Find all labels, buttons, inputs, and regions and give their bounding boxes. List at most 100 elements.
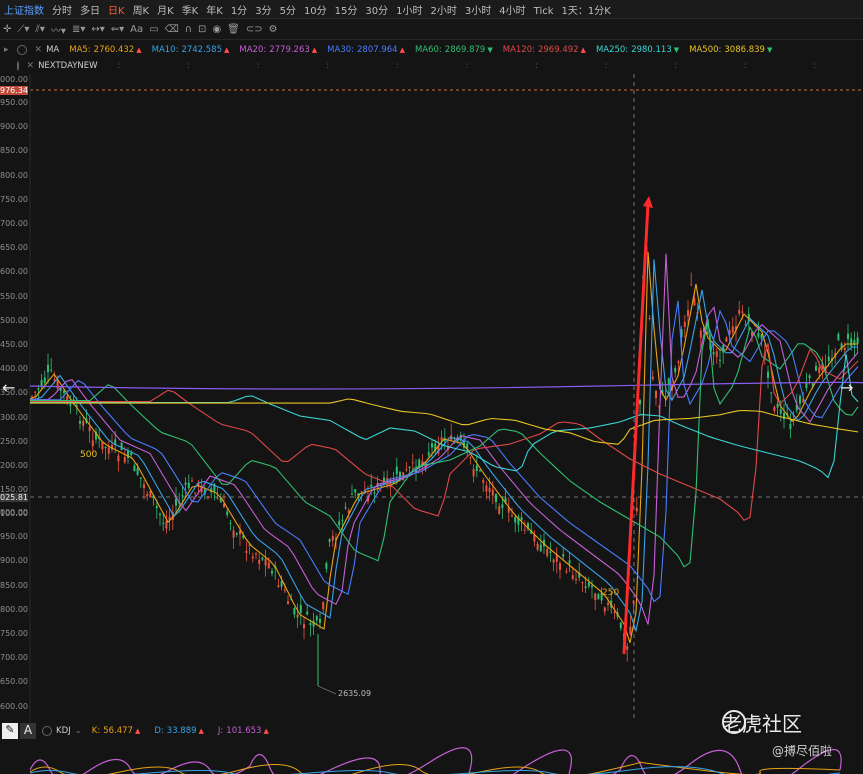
line-tool-icon[interactable]: ⟋▾	[17, 23, 30, 35]
period-tab[interactable]: 多日	[80, 5, 100, 17]
fib-tool-icon[interactable]: ≣▾	[71, 23, 86, 35]
candle-body	[693, 298, 696, 306]
candle-body	[594, 593, 597, 601]
candle-body	[207, 496, 209, 498]
candle-body	[459, 434, 462, 441]
candle-body	[194, 492, 197, 494]
candle-body	[498, 506, 501, 515]
period-tab[interactable]: Tick	[533, 5, 554, 17]
period-tab[interactable]: 15分	[334, 5, 358, 17]
nextday-label[interactable]: NEXTDAYNEW	[38, 60, 98, 71]
candle-body	[421, 461, 424, 466]
candle-body	[229, 522, 232, 524]
pencil-icon[interactable]: ✎	[2, 723, 18, 739]
measure-tool-icon[interactable]: ↔▾	[91, 23, 105, 35]
ma-label[interactable]: MA	[46, 44, 60, 55]
collapse-icon[interactable]: ▸	[4, 44, 9, 55]
candle-body	[50, 369, 53, 371]
candle-body	[405, 469, 408, 471]
period-tab[interactable]: 年K	[206, 5, 223, 17]
crosshair-icon[interactable]: ✛	[3, 23, 12, 35]
gear-icon[interactable]	[16, 60, 19, 71]
text-tool-icon[interactable]: Aa	[130, 23, 144, 35]
candle-body	[408, 467, 411, 469]
candle-body	[757, 332, 760, 337]
period-tab[interactable]: 4小时	[499, 5, 526, 17]
candle-body	[56, 380, 59, 389]
comment-tool-icon[interactable]: ▭	[149, 23, 159, 35]
nextday-indicator-row: ▸ ✕ NEXTDAYNEW : : : : : : : : : : : : :…	[0, 57, 863, 74]
period-tab[interactable]: 5分	[279, 5, 296, 17]
candle-body	[123, 456, 126, 463]
period-tab[interactable]: 1小时	[396, 5, 423, 17]
candle-body	[139, 477, 142, 479]
magnet-icon[interactable]: ∩	[184, 23, 193, 35]
tiger-logo-icon	[722, 710, 746, 734]
arrow-tool-icon[interactable]: ⇐▾	[110, 23, 125, 35]
price-axis-label: 700.00	[0, 219, 28, 228]
candle-body	[357, 493, 360, 497]
period-tab[interactable]: 季K	[181, 5, 199, 17]
kdj-j-value: 101.653	[226, 726, 262, 736]
wave-tool-icon[interactable]: 〰▾	[50, 25, 66, 37]
period-tab[interactable]: 2小时	[430, 5, 457, 17]
candle-body	[34, 391, 37, 393]
trend-arrow-line	[622, 203, 650, 655]
gear-icon[interactable]	[42, 726, 52, 736]
text-a-icon[interactable]: A	[20, 723, 36, 739]
candle-body	[37, 388, 40, 390]
candle-body	[31, 396, 33, 398]
candle-body	[101, 441, 104, 450]
lock-icon[interactable]: ⊡	[198, 23, 207, 35]
candle-body	[239, 530, 241, 535]
arrow-up-icon: ▲	[136, 45, 142, 54]
close-icon[interactable]: ✕	[34, 44, 43, 55]
candle-body	[338, 521, 341, 526]
price-axis-label: 900.00	[0, 122, 28, 132]
delete-icon[interactable]: 🗑	[227, 23, 240, 35]
eraser-icon[interactable]: ⌫	[164, 23, 179, 35]
ma-label-text: MA500:	[689, 44, 722, 55]
period-tab[interactable]: 30分	[365, 5, 389, 17]
ma-indicator-item: MA120: 2969.492 ▲	[503, 45, 586, 55]
period-tab[interactable]: 1分	[230, 5, 248, 17]
chevron-down-icon[interactable]: ⌄	[74, 726, 82, 736]
candle-body	[399, 471, 401, 480]
candle-body	[82, 420, 85, 427]
candle-body	[280, 581, 283, 587]
candle-body	[722, 344, 725, 353]
candle-body	[533, 534, 536, 542]
scroll-right-icon[interactable]: →	[840, 378, 854, 397]
price-axis-label: 950.00	[0, 98, 28, 107]
candle-body	[267, 562, 270, 569]
period-tab[interactable]: 3分	[255, 5, 272, 17]
candle-body	[155, 505, 158, 508]
candle-body	[648, 317, 651, 319]
candle-body	[255, 553, 257, 555]
price-axis-label: 950.00	[0, 532, 28, 542]
price-axis-label: 500.00	[0, 315, 28, 325]
period-tab[interactable]: 10分	[303, 5, 327, 17]
candle-body	[319, 618, 321, 623]
period-tab[interactable]: 月K	[157, 5, 174, 17]
index-name[interactable]: 上证指数	[4, 5, 44, 17]
kdj-name[interactable]: KDJ	[56, 726, 71, 736]
settings-icon[interactable]: ⚙	[268, 23, 278, 35]
period-tab[interactable]: 1天：1分K	[561, 5, 611, 17]
candlestick-chart[interactable]	[0, 74, 863, 722]
period-tab[interactable]: 分时	[52, 5, 72, 17]
period-tab[interactable]: 3小时	[464, 5, 492, 17]
price-axis-label: 600.00	[0, 701, 28, 711]
candle-body	[479, 470, 481, 472]
link-icon[interactable]: ⊂⊃	[245, 23, 263, 35]
gear-icon[interactable]	[16, 44, 27, 55]
eye-icon[interactable]: ◉	[212, 23, 222, 35]
period-tab[interactable]: 日K	[108, 5, 125, 17]
ma-line	[30, 353, 859, 479]
period-tab[interactable]: 周K	[132, 5, 150, 17]
close-icon[interactable]: ✕	[26, 60, 35, 71]
candle-body	[245, 551, 248, 553]
scroll-left-icon[interactable]: ←	[2, 378, 16, 397]
channel-tool-icon[interactable]: ⫽▾	[35, 23, 45, 35]
candle-body	[805, 382, 808, 389]
